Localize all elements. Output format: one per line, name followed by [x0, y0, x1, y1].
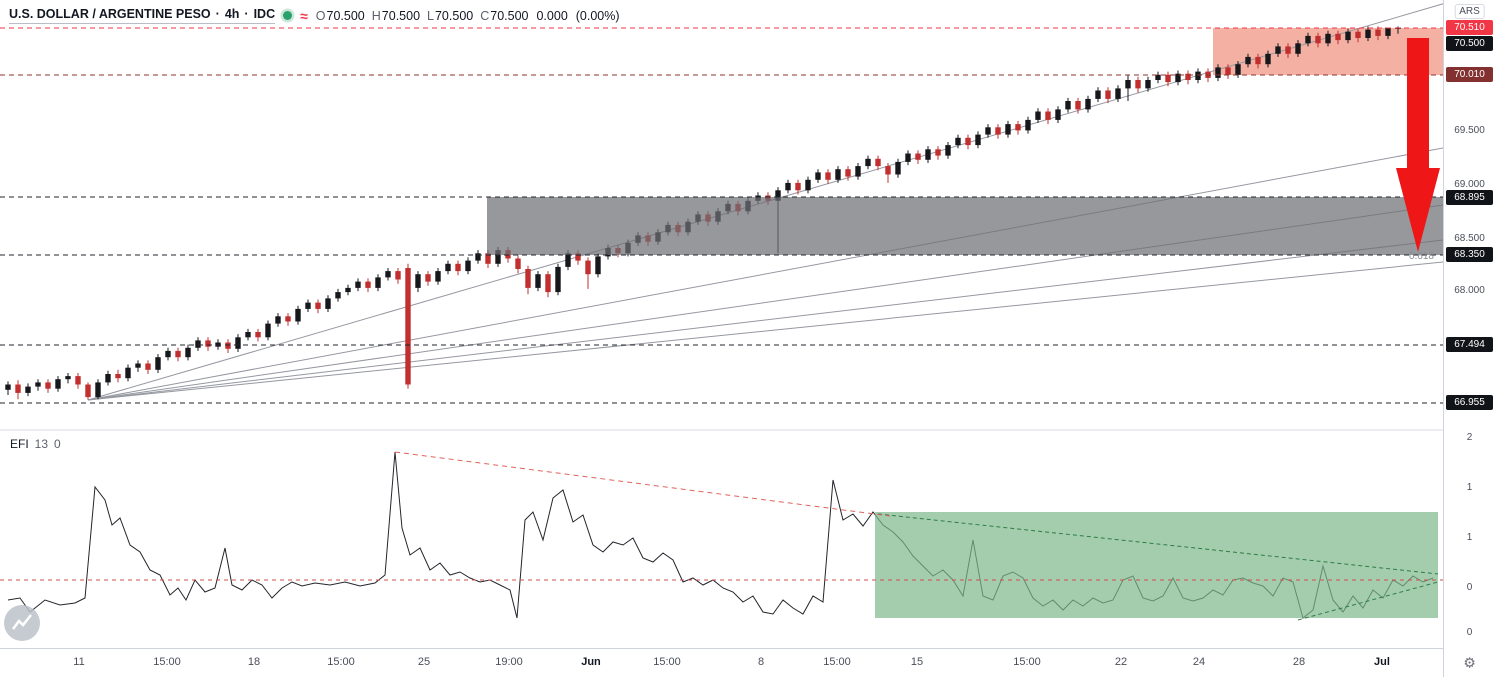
market-status-dot-icon[interactable] [283, 11, 293, 20]
ohlc-pair: C 70.500 [480, 9, 528, 23]
chart-canvas[interactable]: 0.618 [0, 0, 1443, 648]
time-axis-label: 15 [910, 656, 924, 668]
brand-watermark-icon[interactable] [3, 604, 41, 647]
time-axis-label: 15:00 [327, 656, 355, 668]
time-axis-label: 15:00 [153, 656, 181, 668]
time-axis-label: 15:00 [653, 656, 681, 668]
indicator-legend[interactable]: EFI 13 0 [10, 437, 61, 451]
time-axis-label: 24 [1192, 656, 1206, 668]
price-axis-label: 0 [1466, 627, 1473, 638]
separator: · [244, 7, 249, 21]
price-axis-label: 1 [1466, 532, 1473, 543]
price-axis-label: 70.510 [1446, 20, 1493, 35]
time-axis-label: 25 [417, 656, 431, 668]
consolidation-zone[interactable] [487, 197, 1443, 255]
ohlc-pair: H 70.500 [372, 9, 420, 23]
separator: · [215, 7, 220, 21]
price-axis-label: 2 [1466, 432, 1473, 443]
indicator-length: 13 [34, 437, 49, 451]
price-axis-label: 68.500 [1454, 233, 1485, 244]
ohlc-key: L [427, 8, 434, 23]
projection-down-arrow[interactable] [1396, 38, 1440, 252]
time-axis-label: 22 [1114, 656, 1128, 668]
symbol-legend: U.S. DOLLAR / ARGENTINE PESO · 4h · IDC … [9, 7, 620, 24]
price-axis-label: 68.895 [1446, 190, 1493, 205]
trend-fan-line[interactable] [87, 239, 1443, 401]
exchange-label[interactable]: IDC [253, 7, 276, 21]
indicator-name[interactable]: EFI [10, 437, 29, 451]
ohlc-values: O 70.500 H 70.500 L 70.500 C 70.500 [316, 9, 529, 23]
efi-wedge-line[interactable] [877, 513, 1439, 575]
ohlc-value: 70.500 [326, 8, 365, 23]
efi-trendline[interactable] [394, 451, 891, 517]
ohlc-key: O [315, 8, 326, 23]
price-axis-label: 69.000 [1454, 179, 1485, 190]
price-axis-label: 66.955 [1446, 395, 1493, 410]
ohlc-value: 70.500 [381, 8, 421, 23]
currency-toggle[interactable]: ARS [1454, 4, 1485, 19]
symbol-title[interactable]: U.S. DOLLAR / ARGENTINE PESO · 4h · IDC [9, 7, 276, 24]
price-axis-label: 70.500 [1446, 36, 1493, 51]
price-axis-label: 69.500 [1454, 125, 1485, 136]
ohlc-key: C [480, 8, 490, 23]
price-axis-label: 1 [1466, 482, 1473, 493]
time-axis-label: 18 [247, 656, 261, 668]
efi-wedge-line[interactable] [1297, 581, 1439, 621]
candles [5, 26, 1401, 400]
time-axis-label: 28 [1292, 656, 1306, 668]
price-change: 0.000 [536, 8, 568, 23]
price-axis-label: 70.010 [1446, 67, 1493, 82]
interval-label[interactable]: 4h [224, 7, 240, 21]
efi-highlight-zone[interactable] [875, 512, 1438, 618]
price-change-percent: (0.00%) [575, 8, 620, 23]
time-axis-label: 15:00 [1013, 656, 1041, 668]
delayed-data-icon[interactable]: ≈ [300, 7, 308, 24]
time-axis-label: 15:00 [823, 656, 851, 668]
price-axis-label: 68.000 [1454, 285, 1485, 296]
price-axis[interactable]: ARS 70.510 70.500 70.010 69.500 69.000 68.895… [1443, 0, 1495, 649]
price-axis-label: 67.494 [1446, 337, 1493, 352]
symbol-name[interactable]: U.S. DOLLAR / ARGENTINE PESO [9, 7, 211, 21]
time-axis-label: 19:00 [495, 656, 523, 668]
price-axis-label: 68.350 [1446, 247, 1493, 262]
settings-gear-icon[interactable]: ⚙ [1463, 654, 1476, 671]
axis-corner: ⚙ [1443, 649, 1495, 677]
trend-fan-line[interactable] [87, 261, 1443, 401]
ohlc-key: H [371, 8, 381, 23]
fib-level-label: 0.618 [1409, 251, 1434, 262]
ohlc-value: 70.500 [490, 8, 529, 23]
time-axis-label: Jul [1374, 656, 1390, 668]
trend-fan-line[interactable] [87, 147, 1443, 401]
ohlc-value: 70.500 [434, 8, 474, 23]
time-axis-label: 11 [73, 656, 85, 668]
ohlc-pair: L 70.500 [427, 9, 473, 23]
time-axis[interactable]: 11 15:00 18 15:00 25 19:00 Jun 15:00 8 15:00 15 15:… [0, 648, 1495, 677]
time-axis-label: Jun [581, 656, 601, 668]
price-axis-label: 0 [1466, 582, 1473, 593]
ohlc-pair: O 70.500 [316, 9, 365, 23]
indicator-value: 0 [54, 437, 61, 451]
time-axis-label: 8 [757, 656, 765, 668]
